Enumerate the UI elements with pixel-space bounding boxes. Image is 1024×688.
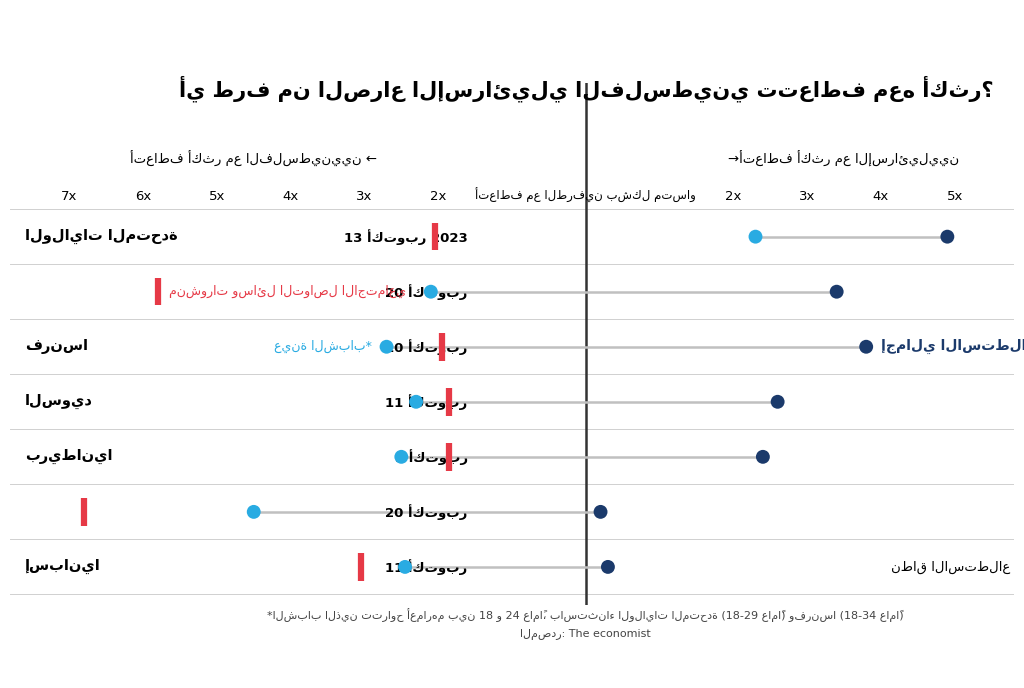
Text: إجمالي الاستطلاع: إجمالي الاستطلاع [881, 339, 1024, 354]
Text: السويد: السويد [25, 394, 93, 409]
Text: 9 أكتوبر: 9 أكتوبر [394, 449, 468, 465]
Text: أتعاطف مع الطرفين بشكل متساو: أتعاطف مع الطرفين بشكل متساو [475, 188, 696, 202]
Point [393, 451, 410, 462]
Text: →أتعاطف أكثر مع الإسرائيليين: →أتعاطف أكثر مع الإسرائيليين [728, 151, 959, 166]
Text: 11 أكتوبر: 11 أكتوبر [385, 394, 468, 410]
Text: عينة الشباب*: عينة الشباب* [274, 340, 372, 354]
Text: إسبانيا: إسبانيا [25, 559, 100, 574]
Point [246, 506, 262, 517]
Point [592, 506, 608, 517]
Point [600, 561, 616, 572]
Point [769, 396, 785, 407]
Text: 6x: 6x [135, 190, 152, 202]
Point [397, 561, 414, 572]
Text: المصدر: The economist: المصدر: The economist [520, 629, 651, 640]
Text: الولايات المتحدة: الولايات المتحدة [25, 229, 177, 244]
Point [858, 341, 874, 352]
Point [748, 231, 764, 242]
Point [423, 286, 439, 297]
Text: أي طرف من الصراع الإسرائيلي الفلسطيني تتعاطف معه أكثر؟: أي طرف من الصراع الإسرائيلي الفلسطيني تت… [178, 75, 993, 102]
Text: 7x: 7x [61, 190, 78, 202]
Text: 4x: 4x [283, 190, 299, 202]
Text: 5x: 5x [946, 190, 963, 202]
Text: 10 أكتوبر: 10 أكتوبر [385, 338, 468, 355]
Point [378, 341, 394, 352]
Point [408, 396, 424, 407]
Point [828, 286, 845, 297]
Text: 3x: 3x [799, 190, 815, 202]
Text: 5x: 5x [209, 190, 225, 202]
Text: 3x: 3x [356, 190, 373, 202]
Text: منشورات وسائل التواصل الاجتماعي: منشورات وسائل التواصل الاجتماعي [169, 285, 406, 299]
Text: 20 أكتوبر: 20 أكتوبر [385, 283, 468, 300]
Text: نطاق الاستطلاع: نطاق الاستطلاع [891, 560, 1010, 574]
Text: *الشباب الذين تتراوح أعمارهم بين 18 و 24 عاماً، باستثناء الولايات المتحدة (18-29: *الشباب الذين تتراوح أعمارهم بين 18 و 24… [267, 608, 904, 622]
Text: 20 أكتوبر: 20 أكتوبر [385, 504, 468, 520]
Text: 4x: 4x [872, 190, 889, 202]
Text: 13 أكتوبر 2023: 13 أكتوبر 2023 [344, 228, 468, 245]
Text: 2x: 2x [725, 190, 741, 202]
Text: 11 أكتوبر: 11 أكتوبر [385, 559, 468, 575]
Text: أتعاطف أكثر مع الفلسطينيين ←: أتعاطف أكثر مع الفلسطينيين ← [130, 151, 377, 166]
Point [939, 231, 955, 242]
Text: 2x: 2x [430, 190, 446, 202]
Text: فرنسا: فرنسا [25, 339, 88, 354]
Text: بريطانيا: بريطانيا [25, 449, 113, 464]
Point [755, 451, 771, 462]
